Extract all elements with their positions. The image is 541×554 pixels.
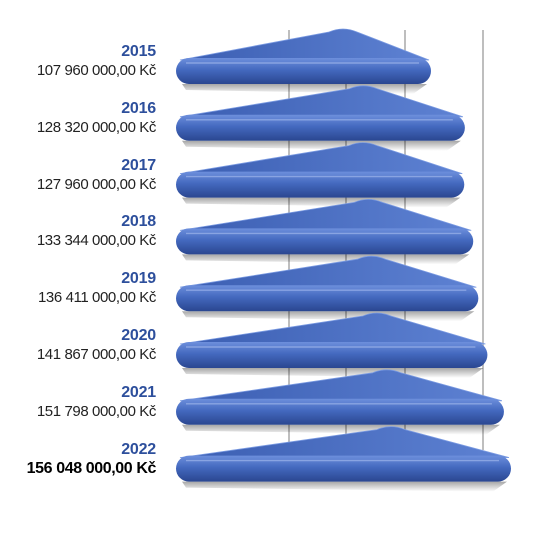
label-block-2017: 2017 127 960 000,00 Kč: [36, 156, 157, 194]
value-label: 107 960 000,00 Kč: [36, 62, 157, 79]
bar-2020: [176, 312, 488, 378]
value-label: 136 411 000,00 Kč: [37, 289, 156, 307]
year-label: 2016: [121, 99, 156, 117]
bar-2016: [176, 85, 465, 151]
label-block-2021: 2021 151 798 000,00 Kč: [36, 383, 157, 421]
label-block-2020: 2020 141 867 000,00 Kč: [36, 326, 157, 364]
label-block-2019: 2019 136 411 000,00 Kč: [38, 269, 156, 307]
year-label: 2015: [121, 43, 156, 60]
bar-layer: [176, 28, 511, 492]
value-label: 133 344 000,00 Kč: [36, 232, 157, 250]
bar-2022: [176, 426, 511, 492]
value-label: 128 320 000,00 Kč: [36, 118, 157, 136]
label-block-2016: 2016 128 320 000,00 Kč: [36, 99, 157, 137]
bar-2015: [176, 28, 431, 94]
year-label: 2021: [121, 383, 156, 401]
label-block-2015: 2015 107 960 000,00 Kč: [36, 42, 157, 80]
bar-2019: [176, 255, 479, 322]
bar-2017: [176, 142, 465, 208]
value-label: 156 048 000,00 Kč: [26, 459, 157, 477]
bar-2021: [176, 369, 504, 435]
value-label: 127 960 000,00 Kč: [36, 175, 157, 193]
year-label: 2022: [121, 440, 156, 458]
label-block-2022: 2022 156 048 000,00 Kč: [26, 440, 157, 478]
bar-2018: [176, 199, 474, 265]
year-label: 2019: [121, 270, 156, 288]
year-label: 2017: [121, 156, 156, 174]
label-block-2018: 2018 133 344 000,00 Kč: [36, 212, 157, 250]
year-label: 2020: [121, 327, 156, 344]
value-label: 141 867 000,00 Kč: [36, 346, 157, 363]
value-label: 151 798 000,00 Kč: [36, 402, 157, 420]
year-label: 2018: [121, 213, 156, 231]
